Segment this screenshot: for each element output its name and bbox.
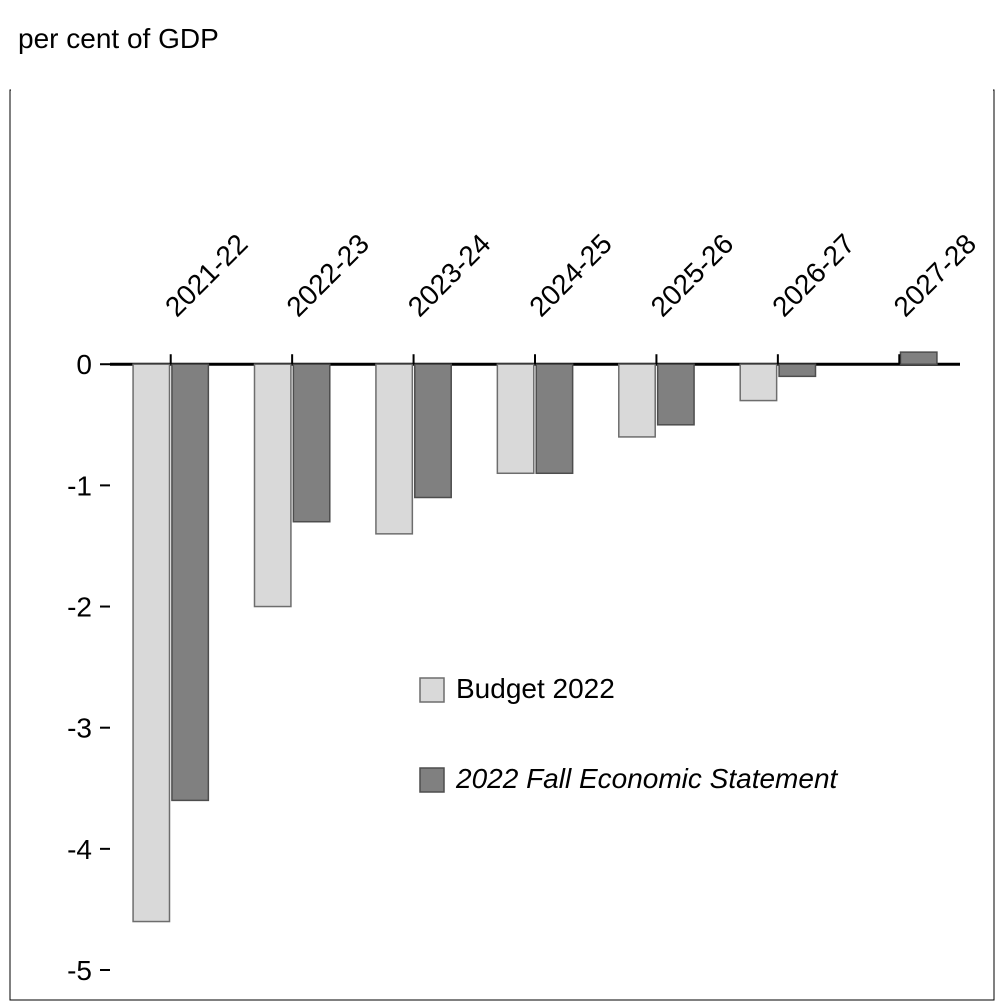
bar	[415, 364, 451, 497]
bar	[376, 364, 412, 534]
y-tick-label: -5	[67, 955, 92, 986]
y-tick-label: -4	[67, 834, 92, 865]
y-tick-label: -2	[67, 592, 92, 623]
legend-label: Budget 2022	[456, 673, 615, 704]
bar	[497, 364, 533, 473]
bar	[293, 364, 329, 522]
legend-swatch	[420, 768, 444, 792]
bar	[740, 364, 776, 400]
x-tick-label: 2027-28	[888, 228, 983, 323]
x-tick-label: 2022-23	[280, 228, 375, 323]
bar	[901, 352, 937, 364]
bar	[133, 364, 169, 921]
legend-swatch	[420, 678, 444, 702]
legend-label: 2022 Fall Economic Statement	[455, 763, 839, 794]
x-tick-label: 2026-27	[766, 228, 861, 323]
y-tick-label: 0	[76, 349, 92, 380]
x-tick-label: 2024-25	[523, 228, 618, 323]
x-tick-label: 2025-26	[645, 228, 740, 323]
bar	[536, 364, 572, 473]
bar	[658, 364, 694, 425]
chart-svg: per cent of GDP 0 -1 -2 -3 -4 -5 2021-22 2022-23…	[0, 0, 1004, 1004]
bar	[172, 364, 208, 800]
bar	[255, 364, 291, 606]
y-axis-title: per cent of GDP	[18, 23, 219, 54]
x-tick-label: 2023-24	[402, 228, 497, 323]
y-tick-label: -3	[67, 713, 92, 744]
border-top-mask	[11, 89, 993, 92]
x-tick-label: 2021-22	[159, 228, 254, 323]
chart-container: per cent of GDP 0 -1 -2 -3 -4 -5 2021-22 2022-23…	[0, 0, 1004, 1004]
bar	[779, 364, 815, 376]
bar	[619, 364, 655, 437]
y-tick-label: -1	[67, 470, 92, 501]
